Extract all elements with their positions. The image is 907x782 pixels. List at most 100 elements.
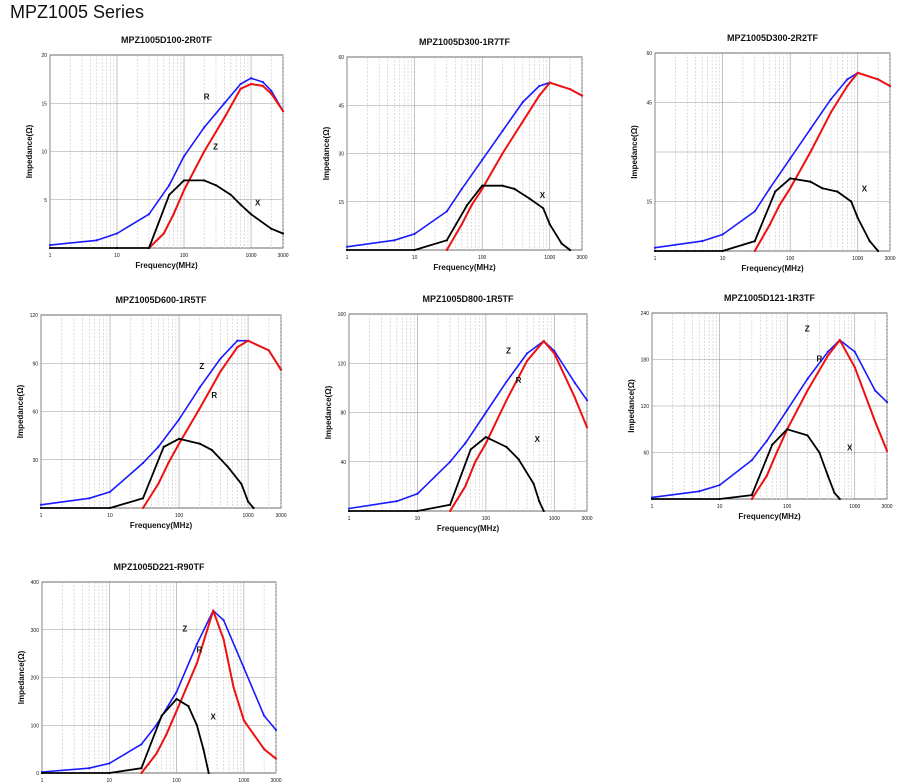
annotation-x: X xyxy=(847,444,853,453)
series-r xyxy=(147,82,285,250)
series-r xyxy=(141,339,283,510)
y-tick-label: 60 xyxy=(646,51,652,57)
data-point-x xyxy=(560,242,563,245)
annotation-z: Z xyxy=(506,346,511,355)
data-point-x xyxy=(281,232,285,235)
data-point-z xyxy=(141,461,145,465)
data-point-x xyxy=(505,445,508,449)
x-tick-label: 10 xyxy=(415,516,421,522)
x-tick-label: 3000 xyxy=(277,253,288,259)
chart-title: MPZ1005D600-1R5TF xyxy=(115,295,207,305)
data-point-r xyxy=(222,638,225,641)
data-point-x xyxy=(833,491,836,494)
series-line-z xyxy=(41,609,277,773)
series-z xyxy=(40,609,278,774)
data-point-r xyxy=(182,189,186,192)
data-point-z xyxy=(501,129,504,133)
series-x xyxy=(347,436,545,513)
y-axis-label: Impedance(Ω) xyxy=(630,125,639,179)
x-tick-label: 100 xyxy=(175,513,184,519)
data-point-x xyxy=(240,482,243,485)
data-point-x xyxy=(168,193,171,197)
data-point-x xyxy=(826,474,829,477)
data-point-r xyxy=(470,203,473,207)
x-tick-label: 10 xyxy=(720,256,726,262)
series-line-x xyxy=(42,698,210,774)
x-tick-label: 10 xyxy=(717,504,723,510)
data-point-z xyxy=(460,187,463,190)
annotation-r: R xyxy=(817,354,823,363)
data-point-x xyxy=(721,249,724,253)
grid xyxy=(348,314,588,511)
data-point-x xyxy=(198,442,201,445)
data-point-z xyxy=(203,126,206,129)
data-point-x xyxy=(416,509,419,513)
data-point-z xyxy=(274,728,278,732)
data-point-r xyxy=(573,396,577,399)
data-point-r xyxy=(789,187,792,190)
series-x xyxy=(48,179,285,250)
y-tick-label: 160 xyxy=(338,312,347,318)
annotation-r: R xyxy=(204,92,210,101)
data-point-r xyxy=(172,213,175,216)
data-point-r xyxy=(876,78,880,81)
x-tick-label: 3000 xyxy=(884,256,895,262)
data-point-z xyxy=(538,84,541,88)
data-point-x xyxy=(750,494,753,497)
x-tick-label: 1 xyxy=(41,778,44,782)
series-line-r xyxy=(142,339,282,509)
chart-title: MPZ1005D300-1R7TF xyxy=(419,37,511,47)
data-point-x xyxy=(115,246,119,250)
data-point-x xyxy=(809,180,812,183)
data-point-x xyxy=(786,428,789,431)
data-point-x xyxy=(568,248,572,252)
data-point-x xyxy=(789,177,792,180)
y-tick-label: 45 xyxy=(646,101,652,107)
data-point-z xyxy=(718,483,721,487)
y-tick-label: 300 xyxy=(31,628,40,634)
data-point-x xyxy=(108,771,111,775)
y-tick-label: 30 xyxy=(338,152,344,158)
data-point-r xyxy=(460,223,463,226)
data-point-x xyxy=(538,500,541,503)
x-tick-label: 1000 xyxy=(243,513,254,519)
data-point-x xyxy=(466,203,469,207)
data-point-z xyxy=(701,240,704,243)
data-point-x xyxy=(528,197,531,200)
annotation-z: Z xyxy=(805,325,810,334)
data-point-z xyxy=(573,381,577,385)
data-point-x xyxy=(141,497,145,500)
x-tick-label: 10 xyxy=(412,255,418,261)
y-axis-label: Impedance(Ω) xyxy=(627,379,636,433)
y-tick-label: 60 xyxy=(338,55,344,61)
y-tick-label: 60 xyxy=(32,410,38,416)
data-point-x xyxy=(501,184,504,187)
series-x xyxy=(39,437,255,510)
data-point-x xyxy=(347,509,351,513)
data-point-x xyxy=(650,497,654,501)
data-point-x xyxy=(413,248,416,252)
data-point-z xyxy=(345,245,349,248)
data-point-z xyxy=(650,496,654,499)
grid xyxy=(40,315,282,508)
data-point-r xyxy=(141,506,145,510)
data-point-x xyxy=(821,187,824,190)
data-point-r xyxy=(753,249,756,253)
data-point-x xyxy=(542,509,545,513)
y-tick-label: 120 xyxy=(30,313,39,319)
chart-title: MPZ1005D800-1R5TF xyxy=(422,294,514,304)
data-point-r xyxy=(449,509,452,513)
data-point-z xyxy=(698,490,701,493)
x-tick-label: 1000 xyxy=(245,253,256,259)
data-point-x xyxy=(653,249,657,253)
data-point-z xyxy=(108,762,111,765)
chart-4: MPZ1005D600-1R5TF 1 10 100 1000 3000 30 60 90 120… xyxy=(16,295,287,530)
grid xyxy=(654,53,891,251)
data-point-z xyxy=(115,232,119,235)
data-point-x xyxy=(239,203,242,206)
data-point-z xyxy=(270,89,273,92)
y-tick-label: 60 xyxy=(643,451,649,457)
data-point-x xyxy=(542,207,545,210)
y-axis-label: Impedance(Ω) xyxy=(324,385,333,439)
y-tick-label: 20 xyxy=(41,53,47,59)
